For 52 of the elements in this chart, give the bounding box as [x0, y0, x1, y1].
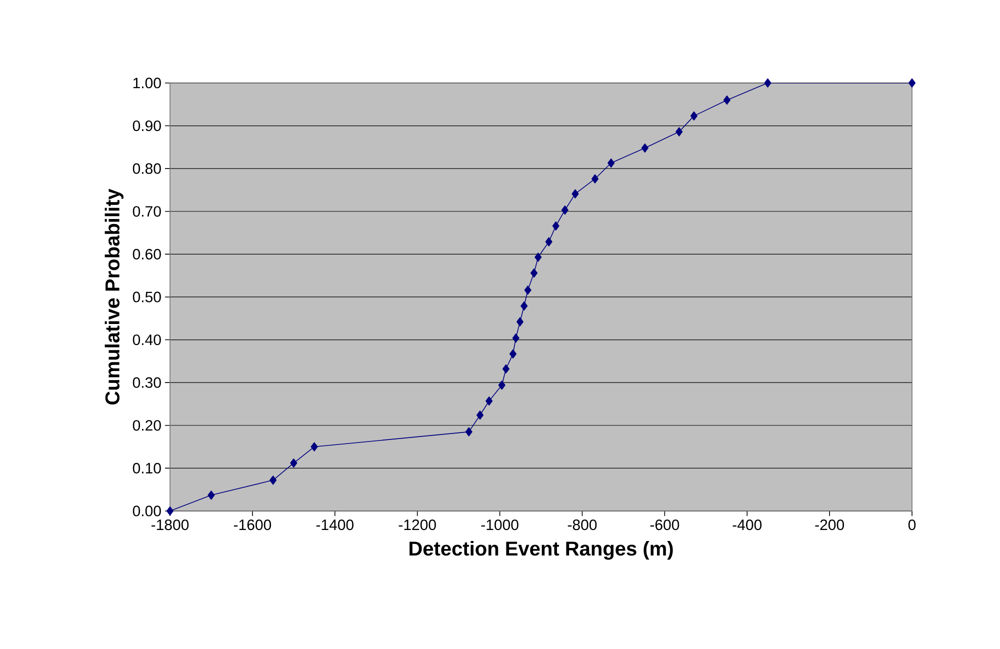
y-tick-label: 0.50	[132, 292, 161, 302]
x-tick-label: -1600	[234, 520, 272, 530]
x-tick-label: 0	[908, 520, 916, 530]
point	[509, 349, 517, 358]
y-tick-label: 0.70	[132, 206, 161, 217]
x-tick-label: -200	[815, 520, 844, 530]
x-tick-label: -600	[650, 520, 680, 530]
y-tick-label: 0.60	[132, 248, 161, 260]
point	[545, 237, 552, 246]
point	[476, 410, 484, 420]
y-axis-title: Cumulative Probability	[104, 188, 124, 405]
point	[502, 364, 510, 374]
point	[498, 380, 506, 390]
y-tick-label: 0.90	[132, 120, 161, 132]
point	[591, 174, 599, 184]
point	[561, 206, 568, 215]
x-tick-label: -1400	[316, 520, 354, 530]
y-tick-label: 1.00	[133, 78, 161, 88]
y-tick-label: 0.20	[132, 420, 161, 431]
y-tick-label: 0.40	[132, 334, 161, 346]
point	[608, 158, 615, 168]
point	[676, 127, 683, 136]
x-tick-label: -1000	[481, 520, 518, 530]
y-tick-label: 0.00	[132, 506, 161, 516]
point	[516, 317, 524, 326]
point	[486, 396, 493, 406]
point	[552, 221, 560, 231]
x-tick-label: -800	[568, 520, 597, 530]
point	[208, 490, 215, 500]
point	[512, 333, 520, 343]
point	[572, 189, 579, 198]
point	[534, 252, 542, 262]
point	[465, 427, 472, 436]
point	[270, 476, 277, 485]
point	[723, 96, 730, 105]
point	[310, 442, 318, 452]
x-tick-label: -1800	[152, 520, 189, 530]
point	[520, 301, 528, 311]
x-tick-label: -1200	[398, 520, 436, 530]
point	[641, 143, 648, 153]
x-tick-label: -400	[732, 520, 762, 530]
point	[166, 506, 174, 516]
point	[530, 268, 538, 278]
point	[764, 78, 772, 88]
x-axis-title: Detection Event Ranges (m)	[410, 540, 673, 560]
point	[290, 458, 298, 468]
y-tick-label: 0.30	[132, 377, 161, 388]
point	[524, 286, 532, 295]
point	[690, 111, 698, 121]
y-tick-label: 0.10	[132, 462, 161, 474]
point	[908, 78, 916, 88]
y-tick-label: 0.80	[132, 163, 161, 174]
